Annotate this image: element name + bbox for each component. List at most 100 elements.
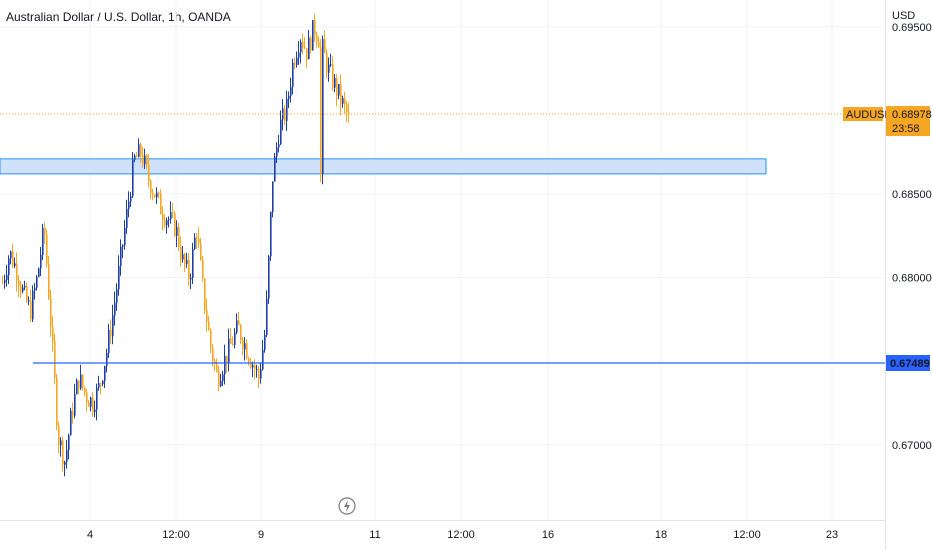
candle [236, 313, 238, 335]
candle [18, 275, 20, 298]
candle [320, 39, 322, 183]
candle [112, 304, 114, 345]
candle [14, 257, 16, 269]
x-tick-label: 4 [87, 529, 93, 541]
candle [138, 138, 140, 158]
candle [310, 35, 312, 54]
candle [36, 275, 38, 291]
candle [280, 110, 282, 146]
candle [158, 191, 160, 199]
candle [118, 255, 120, 296]
candle [44, 222, 46, 245]
candle [48, 255, 50, 301]
candle [102, 380, 104, 387]
candle [146, 153, 148, 169]
candle [294, 57, 296, 70]
candle [26, 282, 28, 303]
candle [108, 323, 110, 358]
candle [312, 19, 314, 51]
event-marker[interactable] [338, 497, 356, 515]
candle [196, 233, 198, 249]
candle [262, 339, 264, 371]
candle [30, 289, 32, 323]
x-tick-label: 12:00 [733, 529, 761, 541]
x-tick-label: 9 [258, 529, 264, 541]
candle [322, 35, 324, 185]
chart-title: Australian Dollar / U.S. Dollar, 1h, OAN… [6, 10, 231, 24]
candle [188, 253, 190, 287]
candle [204, 278, 206, 314]
candle [104, 365, 106, 388]
candle [228, 328, 230, 372]
candle [88, 400, 90, 407]
candle [2, 276, 4, 285]
candle [300, 39, 302, 64]
currency-label: USD [892, 10, 915, 22]
candle [282, 99, 284, 131]
candle [278, 134, 280, 153]
countdown-label: 23:58 [892, 123, 920, 135]
candle [28, 296, 30, 306]
candle [90, 396, 92, 412]
candle [142, 146, 144, 168]
candle [66, 439, 68, 469]
x-tick-label: 16 [542, 529, 554, 541]
candle [46, 229, 48, 268]
candle [258, 365, 260, 388]
candle [304, 37, 306, 50]
candle [224, 344, 226, 385]
candle [170, 201, 172, 224]
candle [194, 233, 196, 250]
candle [114, 291, 116, 326]
candle [308, 30, 310, 60]
candle [324, 30, 326, 54]
candle [84, 386, 86, 397]
candle [264, 329, 266, 353]
x-tick-label: 18 [655, 529, 667, 541]
candle [316, 31, 318, 48]
candle [328, 57, 330, 82]
candle [246, 339, 248, 360]
candle [40, 246, 42, 277]
candle [230, 327, 232, 344]
candle [154, 194, 156, 199]
candle [182, 245, 184, 263]
level-tag-label: 0.67489 [890, 358, 930, 370]
candle [184, 252, 186, 273]
symbol-tag [843, 107, 883, 122]
candle [152, 188, 154, 201]
candle [202, 255, 204, 282]
candle [16, 252, 18, 292]
candle [156, 187, 158, 204]
candle [330, 53, 332, 68]
candle [216, 358, 218, 373]
candle [22, 284, 24, 294]
candle [242, 337, 244, 356]
zone-rect[interactable] [0, 158, 767, 175]
candle [126, 199, 128, 234]
lightning-icon [344, 500, 350, 512]
candle [314, 13, 316, 42]
time-axis[interactable]: 4 12:00 9 11 12:00 16 18 12:00 23 [87, 529, 838, 541]
candle [248, 356, 250, 366]
y-tick-label: 0.68000 [892, 273, 932, 285]
candle [162, 205, 164, 231]
candle [92, 392, 94, 417]
candle [42, 223, 44, 261]
x-tick-label: 23 [826, 529, 838, 541]
candle [136, 152, 138, 158]
candle [252, 361, 254, 378]
y-tick-label: 0.67000 [892, 440, 932, 452]
support-zone[interactable] [0, 158, 767, 175]
price-lines [0, 113, 885, 364]
candle [274, 152, 276, 182]
candle [140, 142, 142, 163]
candle [336, 74, 338, 107]
candle [268, 255, 270, 304]
candle [148, 154, 150, 188]
candle [226, 355, 228, 373]
candle [344, 91, 346, 114]
candle [298, 40, 300, 65]
